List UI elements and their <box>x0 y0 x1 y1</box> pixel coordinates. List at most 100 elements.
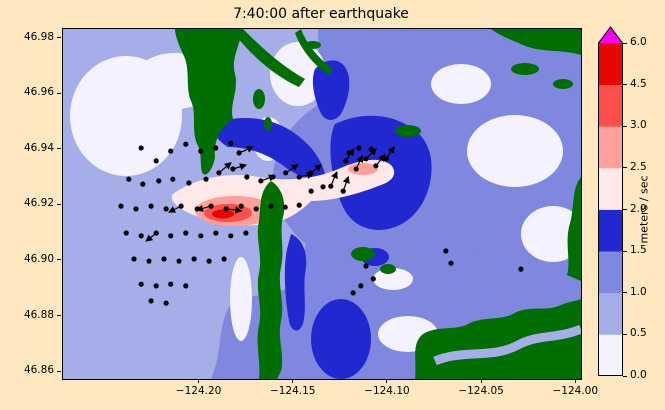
station-dot <box>236 150 242 156</box>
station-dot <box>363 263 369 269</box>
station-dot <box>268 203 274 209</box>
plot-title: 7:40:00 after earthquake <box>233 6 409 22</box>
station-dot <box>153 158 159 164</box>
y-tick <box>57 92 61 94</box>
y-tick <box>57 315 61 316</box>
colorbar-tick-label: 1.5 <box>630 244 647 257</box>
station-dot <box>198 148 204 154</box>
station-dot <box>370 276 376 282</box>
station-dot <box>176 258 182 264</box>
colorbar-band <box>598 251 623 294</box>
station-dot <box>183 283 189 289</box>
station-dot <box>194 206 200 212</box>
station-dot <box>270 174 276 180</box>
station-dot <box>138 145 144 151</box>
colorbar-tick-label: 6.0 <box>630 36 647 48</box>
station-dot <box>353 166 359 172</box>
station-dot <box>320 184 326 190</box>
y-tick <box>57 370 61 372</box>
station-dot <box>350 290 356 296</box>
y-tick <box>57 148 61 150</box>
colorbar-tick-label: 0.0 <box>630 369 647 381</box>
station-dot <box>163 300 169 306</box>
station-dot <box>168 233 174 239</box>
station-dot <box>383 156 389 162</box>
x-tick <box>480 379 482 383</box>
station-dot <box>448 260 454 266</box>
station-dot <box>168 281 174 287</box>
station-dot <box>126 176 132 182</box>
station-dot <box>133 206 139 212</box>
station-dot <box>228 140 234 146</box>
colorbar-band <box>598 292 623 335</box>
colorbar-band <box>598 126 623 169</box>
current-speed-map <box>63 29 581 379</box>
y-tick-label: 46.88 <box>23 308 54 321</box>
x-tick-label: −124.05 <box>458 385 504 397</box>
station-dot <box>296 174 302 180</box>
colorbar-tick-label: 0.5 <box>630 327 647 340</box>
y-tick <box>57 203 61 205</box>
colorbar-tick-label: 1.0 <box>630 285 647 298</box>
station-dot <box>238 203 244 209</box>
x-tick-label: −124.10 <box>364 385 410 397</box>
colorbar-tick <box>623 292 627 294</box>
station-dot <box>168 148 174 154</box>
colorbar-band <box>598 167 623 210</box>
station-dot <box>183 141 189 147</box>
station-dot <box>153 230 159 236</box>
y-tick <box>57 37 61 39</box>
colorbar-band <box>598 334 623 377</box>
station-dot <box>170 176 176 182</box>
station-dot <box>373 163 379 169</box>
station-dot <box>191 256 197 262</box>
station-dot <box>343 158 349 164</box>
y-tick <box>57 259 61 261</box>
station-dot <box>203 176 209 182</box>
x-tick <box>574 379 576 383</box>
station-dot <box>363 156 369 162</box>
station-dot <box>221 256 227 262</box>
colorbar-tick <box>623 125 627 127</box>
y-tick-label: 46.96 <box>23 86 54 99</box>
colorbar-outline <box>598 26 623 376</box>
station-dot <box>153 283 159 289</box>
station-dot <box>138 281 144 287</box>
station-dot <box>213 145 219 151</box>
colorbar-tick-label: 2.0 <box>630 202 647 215</box>
x-tick <box>198 379 200 383</box>
station-dot <box>244 174 250 180</box>
plot-area <box>62 28 582 380</box>
colorbar-tick <box>623 42 627 44</box>
y-tick-label: 46.86 <box>23 364 54 377</box>
x-tick-label: −124.00 <box>552 385 599 397</box>
x-tick <box>386 379 388 383</box>
y-tick-label: 46.98 <box>23 30 54 43</box>
station-dot <box>296 202 302 208</box>
colorbar-tick-label: 3.0 <box>630 119 647 132</box>
station-dot <box>148 203 154 209</box>
station-dot <box>368 146 374 152</box>
station-dot <box>140 181 146 187</box>
colorbar-tick <box>623 375 627 377</box>
land-areas <box>175 29 581 379</box>
station-dot <box>443 248 449 254</box>
station-dot <box>148 298 154 304</box>
station-dot <box>358 283 364 289</box>
station-dot <box>253 206 259 212</box>
station-dot <box>308 170 314 176</box>
colorbar <box>598 26 624 377</box>
station-dot <box>213 230 219 236</box>
station-dot <box>163 206 169 212</box>
station-dot <box>282 204 288 210</box>
colorbar-band <box>598 43 623 86</box>
x-tick-label: −124.20 <box>175 385 222 397</box>
station-dot <box>230 166 236 172</box>
station-dot <box>518 266 524 272</box>
station-dot <box>223 206 229 212</box>
colorbar-tick-label: 4.5 <box>630 77 647 90</box>
y-tick-label: 46.94 <box>23 141 54 154</box>
y-tick-label: 46.92 <box>23 197 54 210</box>
colorbar-tick <box>623 250 627 252</box>
